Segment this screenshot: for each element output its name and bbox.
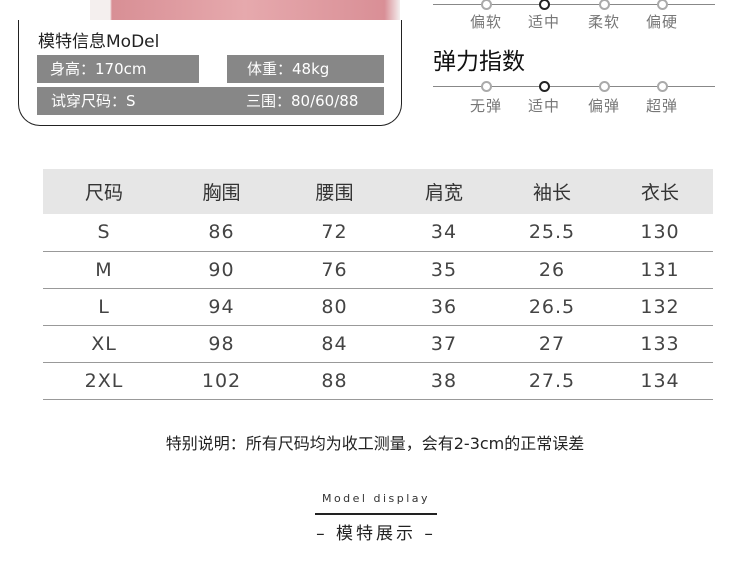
model-height: 身高：170cm (37, 55, 199, 83)
model-photo (90, 0, 400, 20)
table-cell: 38 (391, 362, 497, 400)
table-row: XL 98 84 37 27 133 (43, 325, 713, 363)
table-cell: 133 (607, 325, 713, 363)
table-cell: 88 (278, 362, 391, 400)
table-cell: 27.5 (497, 362, 607, 400)
table-row: 2XL 102 88 38 27.5 134 (43, 362, 713, 400)
table-cell: 132 (607, 288, 713, 326)
table-cell: 35 (391, 251, 497, 289)
table-cell: 131 (607, 251, 713, 289)
elasticity-dot (538, 80, 550, 92)
divider (315, 513, 437, 515)
table-cell: 26 (497, 251, 607, 289)
table-cell: 102 (165, 362, 278, 400)
table-cell: S (43, 214, 165, 252)
table-cell: 86 (165, 214, 278, 252)
model-size: 试穿尺码：S (37, 87, 384, 115)
table-cell: 26.5 (497, 288, 607, 326)
elasticity-scale (433, 0, 715, 120)
column-header: 肩宽 (391, 169, 497, 214)
table-cell: 72 (278, 214, 391, 252)
table-cell: 134 (607, 362, 713, 400)
table-cell: 90 (165, 251, 278, 289)
elasticity-dot (480, 80, 492, 92)
table-row: M 90 76 35 26 131 (43, 251, 713, 289)
softness-dot (656, 0, 668, 10)
table-cell: 37 (391, 325, 497, 363)
table-cell: 98 (165, 325, 278, 363)
column-header: 尺码 (43, 169, 165, 214)
table-cell: 76 (278, 251, 391, 289)
column-header: 衣长 (607, 169, 713, 214)
softness-label: 适中 (527, 13, 561, 31)
table-row: S 86 72 34 25.5 130 (43, 214, 713, 252)
softness-dot (598, 0, 610, 10)
elasticity-title: 弹力指数 (433, 49, 525, 75)
elasticity-label: 无弹 (469, 97, 503, 115)
table-cell: 36 (391, 288, 497, 326)
table-cell: 84 (278, 325, 391, 363)
table-cell: 25.5 (497, 214, 607, 252)
table-cell: 94 (165, 288, 278, 326)
column-header: 胸围 (165, 169, 278, 214)
elasticity-label: 超弹 (645, 97, 679, 115)
elasticity-label: 偏弹 (587, 97, 621, 115)
model-measurements: 三围：80/60/88 (246, 92, 359, 110)
elasticity-dot (656, 80, 668, 92)
model-info-card (18, 20, 402, 126)
size-table: 尺码 胸围 腰围 肩宽 袖长 衣长 S 86 72 34 25.5 130 M 90 76 35 26 131 L… (43, 169, 713, 400)
column-header: 袖长 (497, 169, 607, 214)
model-weight: 体重：48kg (227, 55, 384, 83)
softness-dot (480, 0, 492, 10)
table-cell: 130 (607, 214, 713, 252)
table-cell: M (43, 251, 165, 289)
elasticity-dot (598, 80, 610, 92)
column-header: 腰围 (278, 169, 391, 214)
table-cell: L (43, 288, 165, 326)
softness-label: 偏软 (469, 13, 503, 31)
size-note: 特别说明：所有尺码均为收工测量，会有2-3cm的正常误差 (165, 434, 585, 453)
model-display-en: Model display (321, 492, 431, 505)
table-cell: 34 (391, 214, 497, 252)
elasticity-label: 适中 (527, 97, 561, 115)
softness-label: 偏硬 (645, 13, 679, 31)
table-cell: 80 (278, 288, 391, 326)
softness-label: 柔软 (587, 13, 621, 31)
table-cell: 2XL (43, 362, 165, 400)
table-cell: 27 (497, 325, 607, 363)
softness-dot (538, 0, 550, 10)
model-info-title: 模特信息MoDel (38, 32, 160, 52)
table-cell: XL (43, 325, 165, 363)
model-display-title: – 模特展示 – (316, 524, 436, 544)
table-row: L 94 80 36 26.5 132 (43, 288, 713, 326)
